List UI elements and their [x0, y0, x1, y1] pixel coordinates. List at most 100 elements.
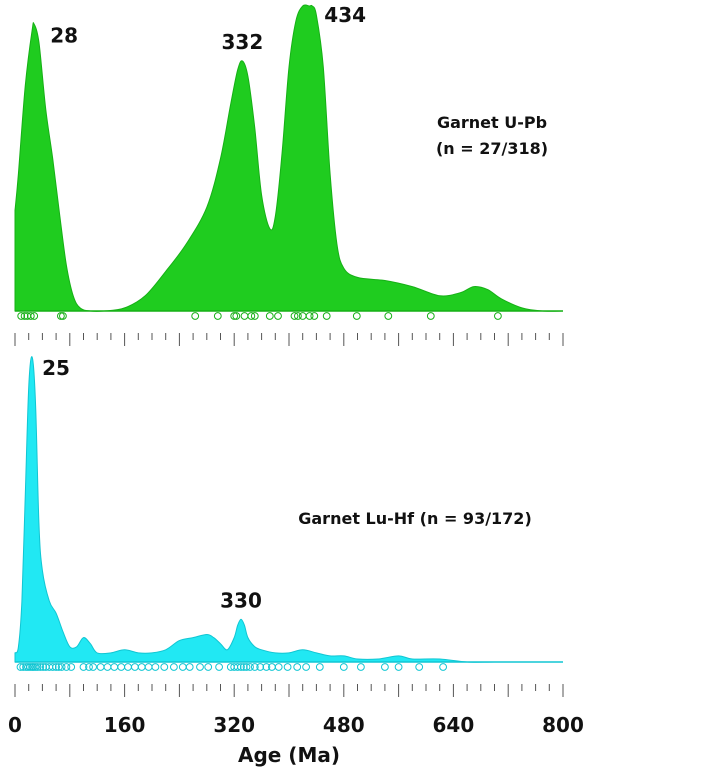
age-marker — [237, 663, 245, 671]
age-marker — [26, 663, 35, 671]
age-marker — [196, 663, 204, 671]
x-tick-label: 640 — [433, 713, 475, 737]
age-marker — [79, 663, 88, 671]
age-marker — [48, 663, 57, 671]
age-marker — [384, 312, 393, 320]
age-marker — [233, 663, 242, 671]
age-marker — [54, 663, 63, 671]
age-marker — [274, 312, 282, 320]
age-marker — [247, 312, 256, 320]
age-marker — [274, 663, 283, 671]
garnet-upb-density-area — [14, 4, 564, 312]
age-marker — [170, 663, 178, 671]
garnet-luhf-tick-ruler — [14, 684, 564, 697]
x-tick-label: 160 — [104, 713, 146, 737]
age-marker — [494, 312, 502, 320]
age-marker — [59, 312, 67, 320]
garnet-luhf-legend: Garnet Lu-Hf (n = 93/172) — [298, 509, 532, 528]
age-marker — [302, 663, 311, 671]
age-marker — [16, 663, 25, 671]
age-marker — [256, 663, 265, 671]
peak-label: 28 — [50, 23, 78, 47]
age-marker — [22, 663, 30, 671]
age-marker — [20, 312, 29, 320]
age-marker — [33, 663, 42, 671]
age-marker — [357, 663, 365, 671]
garnet-luhf-density-area — [14, 356, 563, 663]
age-marker — [262, 663, 271, 671]
age-marker — [144, 663, 153, 671]
age-marker — [230, 312, 239, 320]
age-marker — [67, 663, 76, 671]
x-axis: 0 160 320 480 640 800 Age (Ma) — [8, 713, 584, 767]
age-marker — [294, 312, 302, 320]
age-marker — [96, 663, 105, 671]
age-marker — [30, 312, 39, 320]
age-marker — [250, 312, 259, 320]
age-marker — [26, 312, 35, 320]
age-marker — [62, 663, 71, 671]
age-marker — [283, 663, 292, 671]
age-marker — [415, 663, 424, 671]
age-marker — [117, 663, 126, 671]
age-marker — [339, 663, 348, 671]
age-marker — [85, 663, 93, 671]
age-marker — [110, 663, 119, 671]
age-marker — [239, 663, 248, 671]
age-marker — [293, 663, 302, 671]
age-marker — [310, 312, 319, 320]
age-marker — [178, 663, 187, 671]
age-marker — [250, 663, 259, 671]
x-tick-label: 0 — [8, 713, 22, 737]
age-marker — [151, 663, 160, 671]
peak-label: 434 — [324, 3, 366, 27]
age-marker — [426, 312, 435, 320]
age-marker — [39, 663, 47, 671]
garnet-upb-legend-title: Garnet U-Pb — [437, 113, 547, 132]
age-marker — [191, 312, 200, 320]
x-axis-title: Age (Ma) — [238, 743, 340, 767]
age-marker — [242, 663, 251, 671]
x-tick-label: 320 — [213, 713, 255, 737]
age-marker — [52, 663, 60, 671]
age-marker — [89, 663, 97, 671]
age-marker — [103, 663, 112, 671]
x-axis-tick-labels: 0 160 320 480 640 800 — [8, 713, 584, 737]
age-marker — [352, 312, 361, 320]
age-marker — [240, 312, 249, 320]
age-marker — [31, 663, 40, 671]
garnet-upb-age-markers — [17, 312, 502, 320]
x-tick-label: 800 — [542, 713, 584, 737]
age-marker — [17, 312, 26, 320]
x-tick-label: 480 — [323, 713, 365, 737]
garnet-luhf-panel: 25 330 Garnet Lu-Hf (n = 93/172) — [14, 356, 564, 697]
garnet-upb-peak-labels: 28 332 434 — [50, 3, 366, 54]
age-marker — [394, 663, 403, 671]
age-marker — [322, 312, 331, 320]
age-marker — [290, 312, 299, 320]
age-marker — [124, 663, 132, 671]
age-marker — [381, 663, 389, 671]
age-marker — [232, 312, 241, 320]
age-marker — [57, 312, 65, 320]
age-marker — [131, 663, 139, 671]
garnet-upb-legend-count: (n = 27/318) — [436, 139, 548, 158]
age-marker — [213, 312, 222, 320]
garnet-luhf-age-markers — [16, 663, 448, 671]
peak-label: 330 — [220, 588, 262, 612]
age-marker — [160, 663, 169, 671]
age-marker — [24, 663, 32, 671]
age-marker — [36, 663, 45, 671]
age-marker — [185, 663, 194, 671]
peak-label: 25 — [42, 356, 70, 380]
garnet-luhf-peak-labels: 25 330 — [42, 356, 262, 612]
age-marker — [204, 663, 213, 671]
age-marker — [265, 312, 274, 320]
age-marker — [439, 663, 448, 671]
garnet-upb-tick-ruler — [14, 333, 564, 346]
age-marker — [305, 312, 314, 320]
age-marker — [315, 663, 324, 671]
age-marker — [298, 312, 307, 320]
garnet-upb-panel: 28 332 434 Garnet U-Pb (n = 27/318) — [14, 3, 564, 346]
